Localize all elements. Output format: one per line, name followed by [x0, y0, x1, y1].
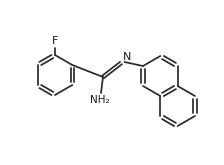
Text: N: N: [123, 52, 131, 62]
Text: NH₂: NH₂: [90, 95, 110, 105]
Text: F: F: [52, 36, 58, 46]
